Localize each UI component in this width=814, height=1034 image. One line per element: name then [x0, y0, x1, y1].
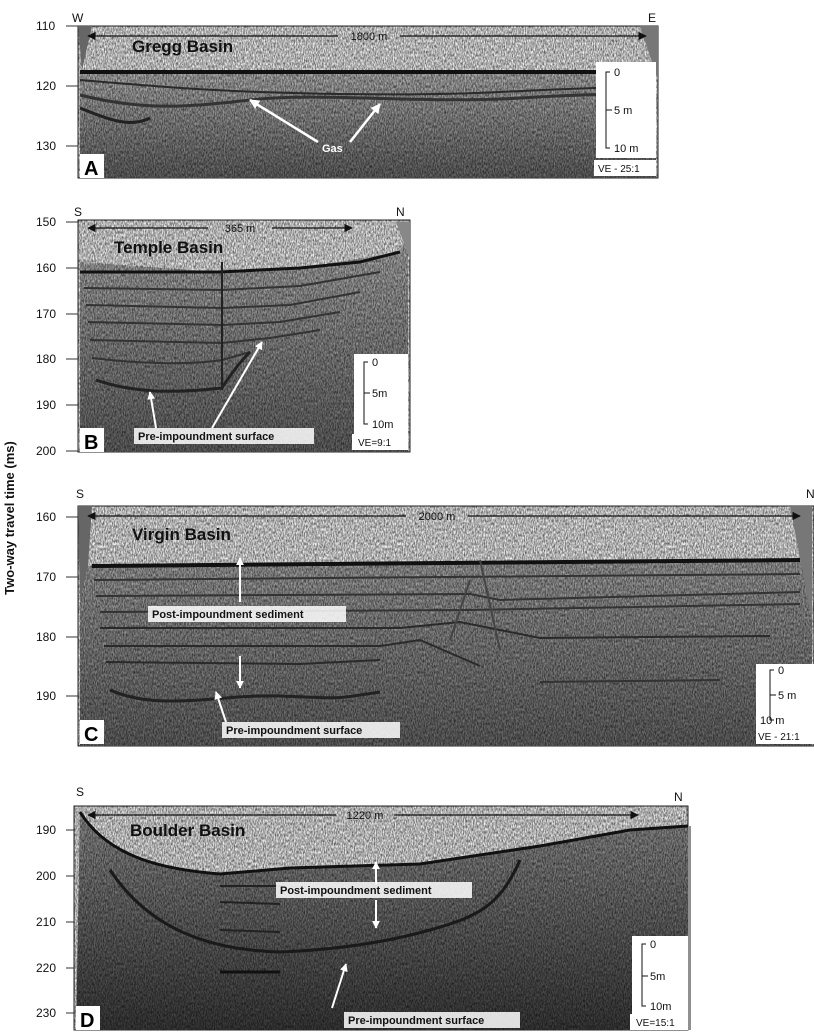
- direction-left: W: [72, 11, 84, 25]
- tick-label: 160: [36, 510, 56, 524]
- scale-label: 10 m: [760, 715, 784, 727]
- basin-title: Virgin Basin: [132, 525, 231, 544]
- panel-letter: D: [80, 1010, 94, 1032]
- tick-label: 190: [36, 689, 56, 703]
- vertical-exaggeration: VE - 25:1: [598, 164, 640, 175]
- scale-label: 0: [650, 939, 656, 951]
- tick-label: 170: [36, 307, 56, 321]
- tick-label: 200: [36, 869, 56, 883]
- scale-label: 0: [778, 665, 784, 677]
- basin-title: Gregg Basin: [132, 37, 233, 56]
- seismic-image: [77, 505, 814, 747]
- tick-label: 230: [36, 1006, 56, 1020]
- direction-right: N: [806, 487, 814, 501]
- seismic-image: [77, 219, 411, 453]
- annotation-label: Pre-impoundment surface: [348, 1015, 484, 1027]
- direction-left: S: [76, 487, 84, 501]
- vertical-scale: 0 5m 10m: [632, 936, 688, 1016]
- tick-label: 110: [36, 19, 55, 33]
- scale-label: 10m: [650, 1001, 671, 1013]
- direction-right: N: [674, 790, 683, 804]
- vertical-scale: 0 5m 10m: [354, 354, 408, 434]
- annotation-label: Post-impoundment sediment: [280, 885, 432, 897]
- tick-label: 200: [36, 444, 56, 458]
- vertical-exaggeration: VE=15:1: [636, 1018, 675, 1029]
- surface-arrow: [214, 691, 227, 723]
- scale-label: 5m: [650, 971, 665, 983]
- panel-letter: C: [84, 724, 98, 746]
- gas-label: Gas: [322, 143, 343, 155]
- scale-label: 5m: [372, 388, 387, 400]
- annotation-label: Pre-impoundment surface: [226, 725, 362, 737]
- seismic-image: [77, 25, 659, 179]
- tick-label: 130: [36, 139, 56, 153]
- distance-label: 365 m: [225, 223, 256, 235]
- tick-label: 180: [36, 352, 56, 366]
- direction-left: S: [74, 205, 82, 219]
- seismic-image: [73, 805, 691, 1031]
- direction-right: N: [396, 205, 405, 219]
- vertical-exaggeration: VE=9:1: [358, 438, 392, 449]
- scale-label: 0: [614, 67, 620, 79]
- panel-c: S N 160 170 180 190 Virgin Basin: [36, 487, 814, 747]
- tick-label: 120: [36, 79, 56, 93]
- scale-label: 0: [372, 357, 378, 369]
- panel-letter: A: [84, 158, 98, 180]
- tick-label: 220: [36, 961, 56, 975]
- surface-arrow: [331, 963, 348, 1009]
- tick-label: 160: [36, 261, 56, 275]
- panel-a: W E 110 120 130 Gregg Basin 1800 m Gas: [36, 11, 659, 180]
- panel-d: S N 190 200 210 220 230 Boulder Basin 12…: [36, 785, 691, 1032]
- gas-arrow: [349, 103, 381, 143]
- direction-right: E: [648, 11, 656, 25]
- panel-letter: B: [84, 432, 98, 454]
- panel-b: S N 150 160 170 180 190 200 Temple Basin: [36, 205, 411, 458]
- vertical-scale: 0 5 m 10 m: [756, 664, 814, 728]
- annotation-label: Post-impoundment sediment: [152, 609, 304, 621]
- distance-label: 1800 m: [351, 31, 388, 43]
- tick-label: 180: [36, 630, 56, 644]
- distance-label: 1220 m: [347, 810, 384, 822]
- tick-label: 150: [36, 215, 56, 229]
- direction-left: S: [76, 785, 84, 799]
- vertical-exaggeration: VE - 21:1: [758, 732, 800, 743]
- basin-title: Temple Basin: [114, 238, 223, 257]
- scale-label: 5 m: [778, 690, 796, 702]
- scale-label: 5 m: [614, 105, 632, 117]
- tick-label: 210: [36, 915, 56, 929]
- surface-arrow: [211, 341, 263, 429]
- vertical-scale: 0 5 m 10 m: [596, 62, 656, 158]
- tick-label: 190: [36, 398, 56, 412]
- scale-label: 10 m: [614, 143, 638, 155]
- gas-arrow: [249, 98, 319, 144]
- annotation-label: Pre-impoundment surface: [138, 431, 274, 443]
- scale-label: 10m: [372, 419, 393, 431]
- y-axis-label: Two-way travel time (ms): [2, 441, 17, 595]
- distance-label: 2000 m: [419, 511, 456, 523]
- surface-arrow: [147, 391, 157, 429]
- tick-label: 170: [36, 570, 56, 584]
- tick-label: 190: [36, 823, 56, 837]
- basin-title: Boulder Basin: [130, 821, 245, 840]
